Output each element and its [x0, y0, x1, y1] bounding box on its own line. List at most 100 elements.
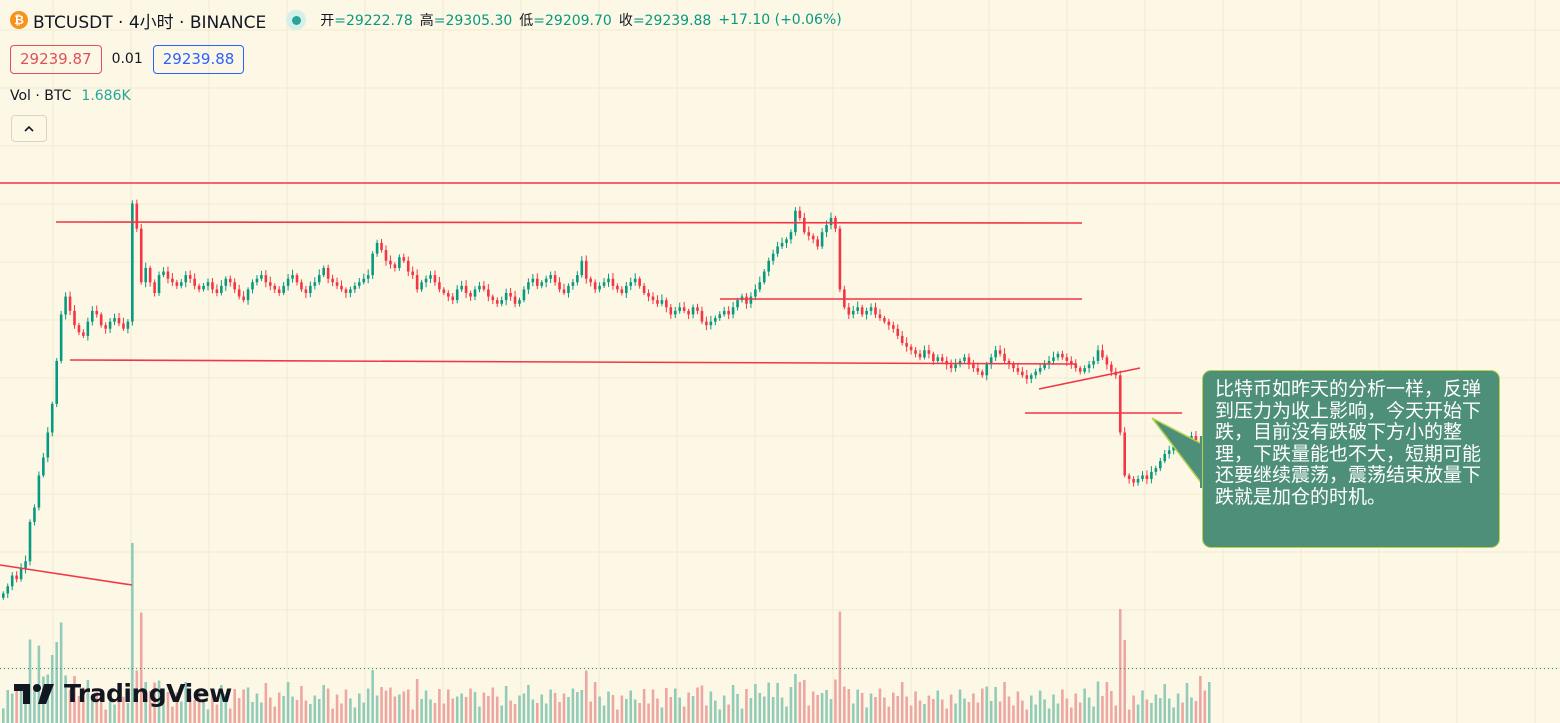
- candle-body: [602, 282, 606, 286]
- volume-bar: [718, 709, 722, 723]
- candle-body: [682, 307, 686, 311]
- volume-bar: [767, 682, 770, 723]
- volume-bar: [429, 699, 432, 723]
- candle-body: [1118, 375, 1122, 433]
- volume-bar: [264, 683, 268, 723]
- volume-bar: [958, 689, 962, 723]
- candle-body: [874, 307, 877, 315]
- chevron-up-icon: [24, 125, 34, 132]
- volume-bar: [754, 684, 757, 723]
- volume-bar: [455, 696, 459, 723]
- candle-body: [424, 278, 428, 283]
- candle-body: [665, 300, 668, 308]
- volume-bar: [989, 701, 993, 723]
- volume-bar: [478, 706, 481, 723]
- volume-bar: [1105, 682, 1109, 723]
- volume-bar: [936, 690, 940, 723]
- candle-body: [1136, 478, 1140, 483]
- candle-body: [989, 357, 993, 365]
- buy-price-button[interactable]: 29239.88: [152, 44, 245, 74]
- volume-bar: [1052, 694, 1055, 723]
- volume-bar: [251, 702, 254, 723]
- candle-body: [767, 260, 770, 272]
- volume-bar: [536, 703, 539, 723]
- volume-bar: [527, 685, 530, 723]
- candle-body: [99, 314, 103, 326]
- candle-body: [126, 321, 130, 329]
- volume-bar: [762, 696, 766, 723]
- candle-body: [1052, 357, 1055, 361]
- tradingview-logo[interactable]: TradingView: [14, 679, 232, 708]
- volume-bar: [838, 611, 842, 723]
- candle-body: [411, 271, 414, 276]
- annotation-callout[interactable]: 比特币如昨天的分析一样，反弹到压力为收上影响，今天开始下跌，目前没有跌破下方小的…: [1202, 370, 1500, 548]
- volume-bar: [803, 680, 806, 723]
- volume-value: 1.686K: [81, 88, 131, 104]
- volume-bar: [709, 691, 713, 723]
- candle-body: [1092, 360, 1095, 365]
- candle-body: [700, 310, 704, 322]
- candle-body: [153, 282, 156, 293]
- candle-body: [687, 310, 690, 315]
- volume-bar: [447, 689, 450, 723]
- candle-body: [1127, 475, 1131, 479]
- candle-body: [589, 278, 592, 283]
- volume-bar: [878, 688, 882, 723]
- candle-body: [642, 285, 646, 293]
- volume-bar: [206, 709, 210, 723]
- candle-body: [513, 296, 517, 304]
- candle-body: [380, 242, 383, 251]
- volume-bar: [300, 686, 303, 723]
- candle-body: [15, 575, 18, 580]
- volume-bar: [64, 675, 67, 723]
- volume-bar: [522, 693, 526, 723]
- volume-bar: [1194, 701, 1198, 723]
- candle-body: [598, 285, 601, 290]
- volume-label[interactable]: Vol · BTC: [10, 88, 72, 104]
- candle-body: [638, 278, 641, 286]
- candle-body: [122, 323, 125, 329]
- volume-bar: [415, 679, 419, 723]
- volume-bar: [233, 689, 236, 723]
- volume-bar: [865, 707, 868, 723]
- candle-body: [455, 289, 459, 301]
- volume-bar: [918, 700, 922, 723]
- volume-bar: [269, 697, 272, 723]
- symbol-title[interactable]: BTCUSDT · 4小时 · BINANCE: [33, 12, 267, 33]
- volume-bar: [366, 688, 370, 723]
- candle-body: [1038, 368, 1042, 372]
- candle-body: [162, 271, 165, 276]
- volume-bar: [669, 697, 673, 723]
- spread-value: 0.01: [111, 51, 143, 67]
- candle-body: [981, 371, 984, 376]
- volume-bar: [113, 704, 116, 723]
- candle-body: [762, 271, 766, 283]
- volume-bar: [464, 697, 468, 723]
- volume-bar: [673, 688, 677, 723]
- candle-body: [504, 292, 508, 301]
- market-status-icon[interactable]: [286, 10, 307, 30]
- candle-body: [113, 318, 116, 322]
- candle-body: [678, 307, 681, 311]
- sell-price-button[interactable]: 29239.87: [10, 44, 102, 74]
- candle-body: [309, 285, 312, 293]
- candle-body: [923, 350, 926, 358]
- candle-body: [1087, 364, 1091, 369]
- candle-body: [963, 357, 966, 361]
- candle-body: [669, 307, 673, 315]
- collapse-legend-button[interactable]: [11, 115, 47, 142]
- tradingview-logo-text: TradingView: [64, 679, 232, 708]
- volume-bar: [740, 708, 744, 723]
- volume-bar: [785, 706, 788, 723]
- candle-body: [820, 232, 824, 247]
- candle-body: [180, 282, 183, 286]
- candle-body: [420, 282, 423, 290]
- volume-bar: [513, 704, 517, 723]
- candle-body: [193, 278, 196, 286]
- volume-bar: [700, 685, 704, 723]
- candle-body: [59, 314, 63, 361]
- volume-bar: [620, 695, 624, 723]
- volume-bar: [19, 688, 23, 723]
